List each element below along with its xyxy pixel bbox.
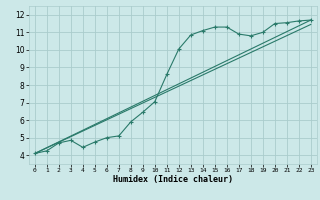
- X-axis label: Humidex (Indice chaleur): Humidex (Indice chaleur): [113, 175, 233, 184]
